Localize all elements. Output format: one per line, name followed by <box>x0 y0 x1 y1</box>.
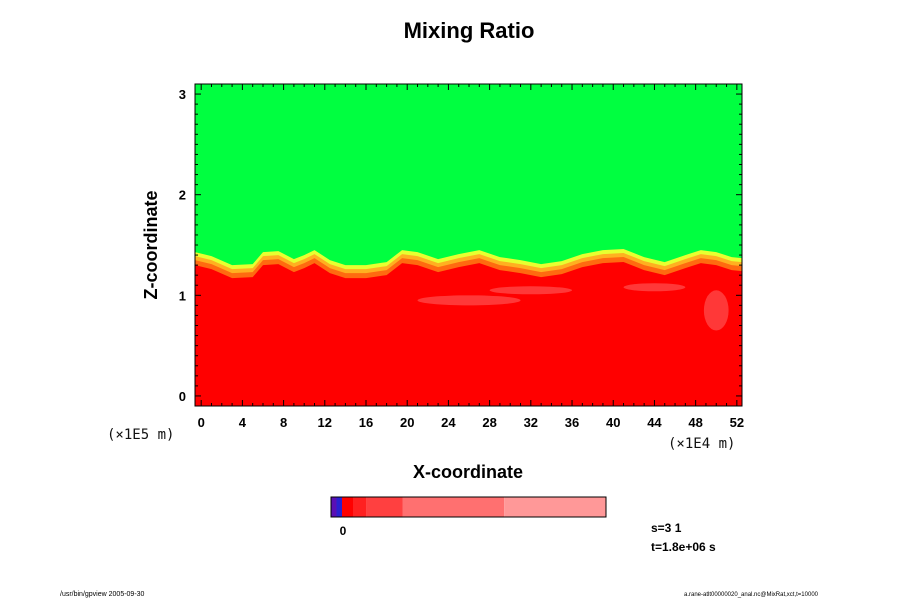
x-tick-label-8: 8 <box>280 415 287 430</box>
x-tick-label-40: 40 <box>606 415 620 430</box>
plot-area <box>194 83 743 407</box>
x-tick-label-32: 32 <box>524 415 538 430</box>
footer-command: /usr/bin/gpview 2005-09-30 <box>60 591 145 598</box>
t-annotation: t=1.8e+06 s <box>651 540 716 554</box>
colorbar <box>330 496 607 518</box>
colorbar-segment-0 <box>331 497 337 517</box>
x-axis-unit: (×1E4 m) <box>668 436 735 452</box>
y-tick-label-2: 2 <box>179 188 186 203</box>
colorbar-tick-label: 0 <box>340 524 347 538</box>
y-tick-label-0: 0 <box>179 389 186 404</box>
x-tick-label-16: 16 <box>359 415 373 430</box>
x-tick-label-4: 4 <box>239 415 247 430</box>
colorbar-segment-2 <box>342 497 353 517</box>
y-axis-unit: (×1E5 m) <box>107 427 174 443</box>
y-tick-label-1: 1 <box>179 288 186 303</box>
inner-streak-0 <box>417 295 521 306</box>
x-tick-label-12: 12 <box>318 415 332 430</box>
colorbar-segment-6 <box>504 497 606 517</box>
y-axis-ticks: 0 1 2 3 <box>179 87 742 407</box>
y-tick-label-3: 3 <box>179 87 186 102</box>
x-tick-label-36: 36 <box>565 415 579 430</box>
x-tick-label-0: 0 <box>198 415 205 430</box>
colorbar-frame <box>330 496 607 518</box>
colorbar-segment-1 <box>336 497 342 517</box>
colorbar-segment-4 <box>366 497 403 517</box>
x-axis-ticks: 0 4 8 12 16 20 24 28 32 36 40 44 48 52 <box>198 84 744 430</box>
colorbar-segment-5 <box>402 497 505 517</box>
x-tick-label-20: 20 <box>400 415 414 430</box>
x-tick-label-24: 24 <box>441 415 456 430</box>
x-tick-label-44: 44 <box>647 415 662 430</box>
s-annotation: s=3 1 <box>651 521 682 535</box>
y-axis-label: Z-coordinate <box>141 190 161 299</box>
inner-streak-1 <box>489 286 573 295</box>
inner-streak-3 <box>703 290 729 331</box>
footer-source: a.rane-atlt00000020_anal.nc@MixRat,xct,t… <box>684 592 819 598</box>
x-axis-label: X-coordinate <box>413 462 523 482</box>
colorbar-segment-3 <box>353 497 367 517</box>
inner-streak-2 <box>623 283 686 292</box>
x-tick-label-52: 52 <box>730 415 744 430</box>
lower-region <box>195 262 742 406</box>
x-tick-label-28: 28 <box>482 415 496 430</box>
chart-title: Mixing Ratio <box>404 18 535 43</box>
x-tick-label-48: 48 <box>688 415 702 430</box>
